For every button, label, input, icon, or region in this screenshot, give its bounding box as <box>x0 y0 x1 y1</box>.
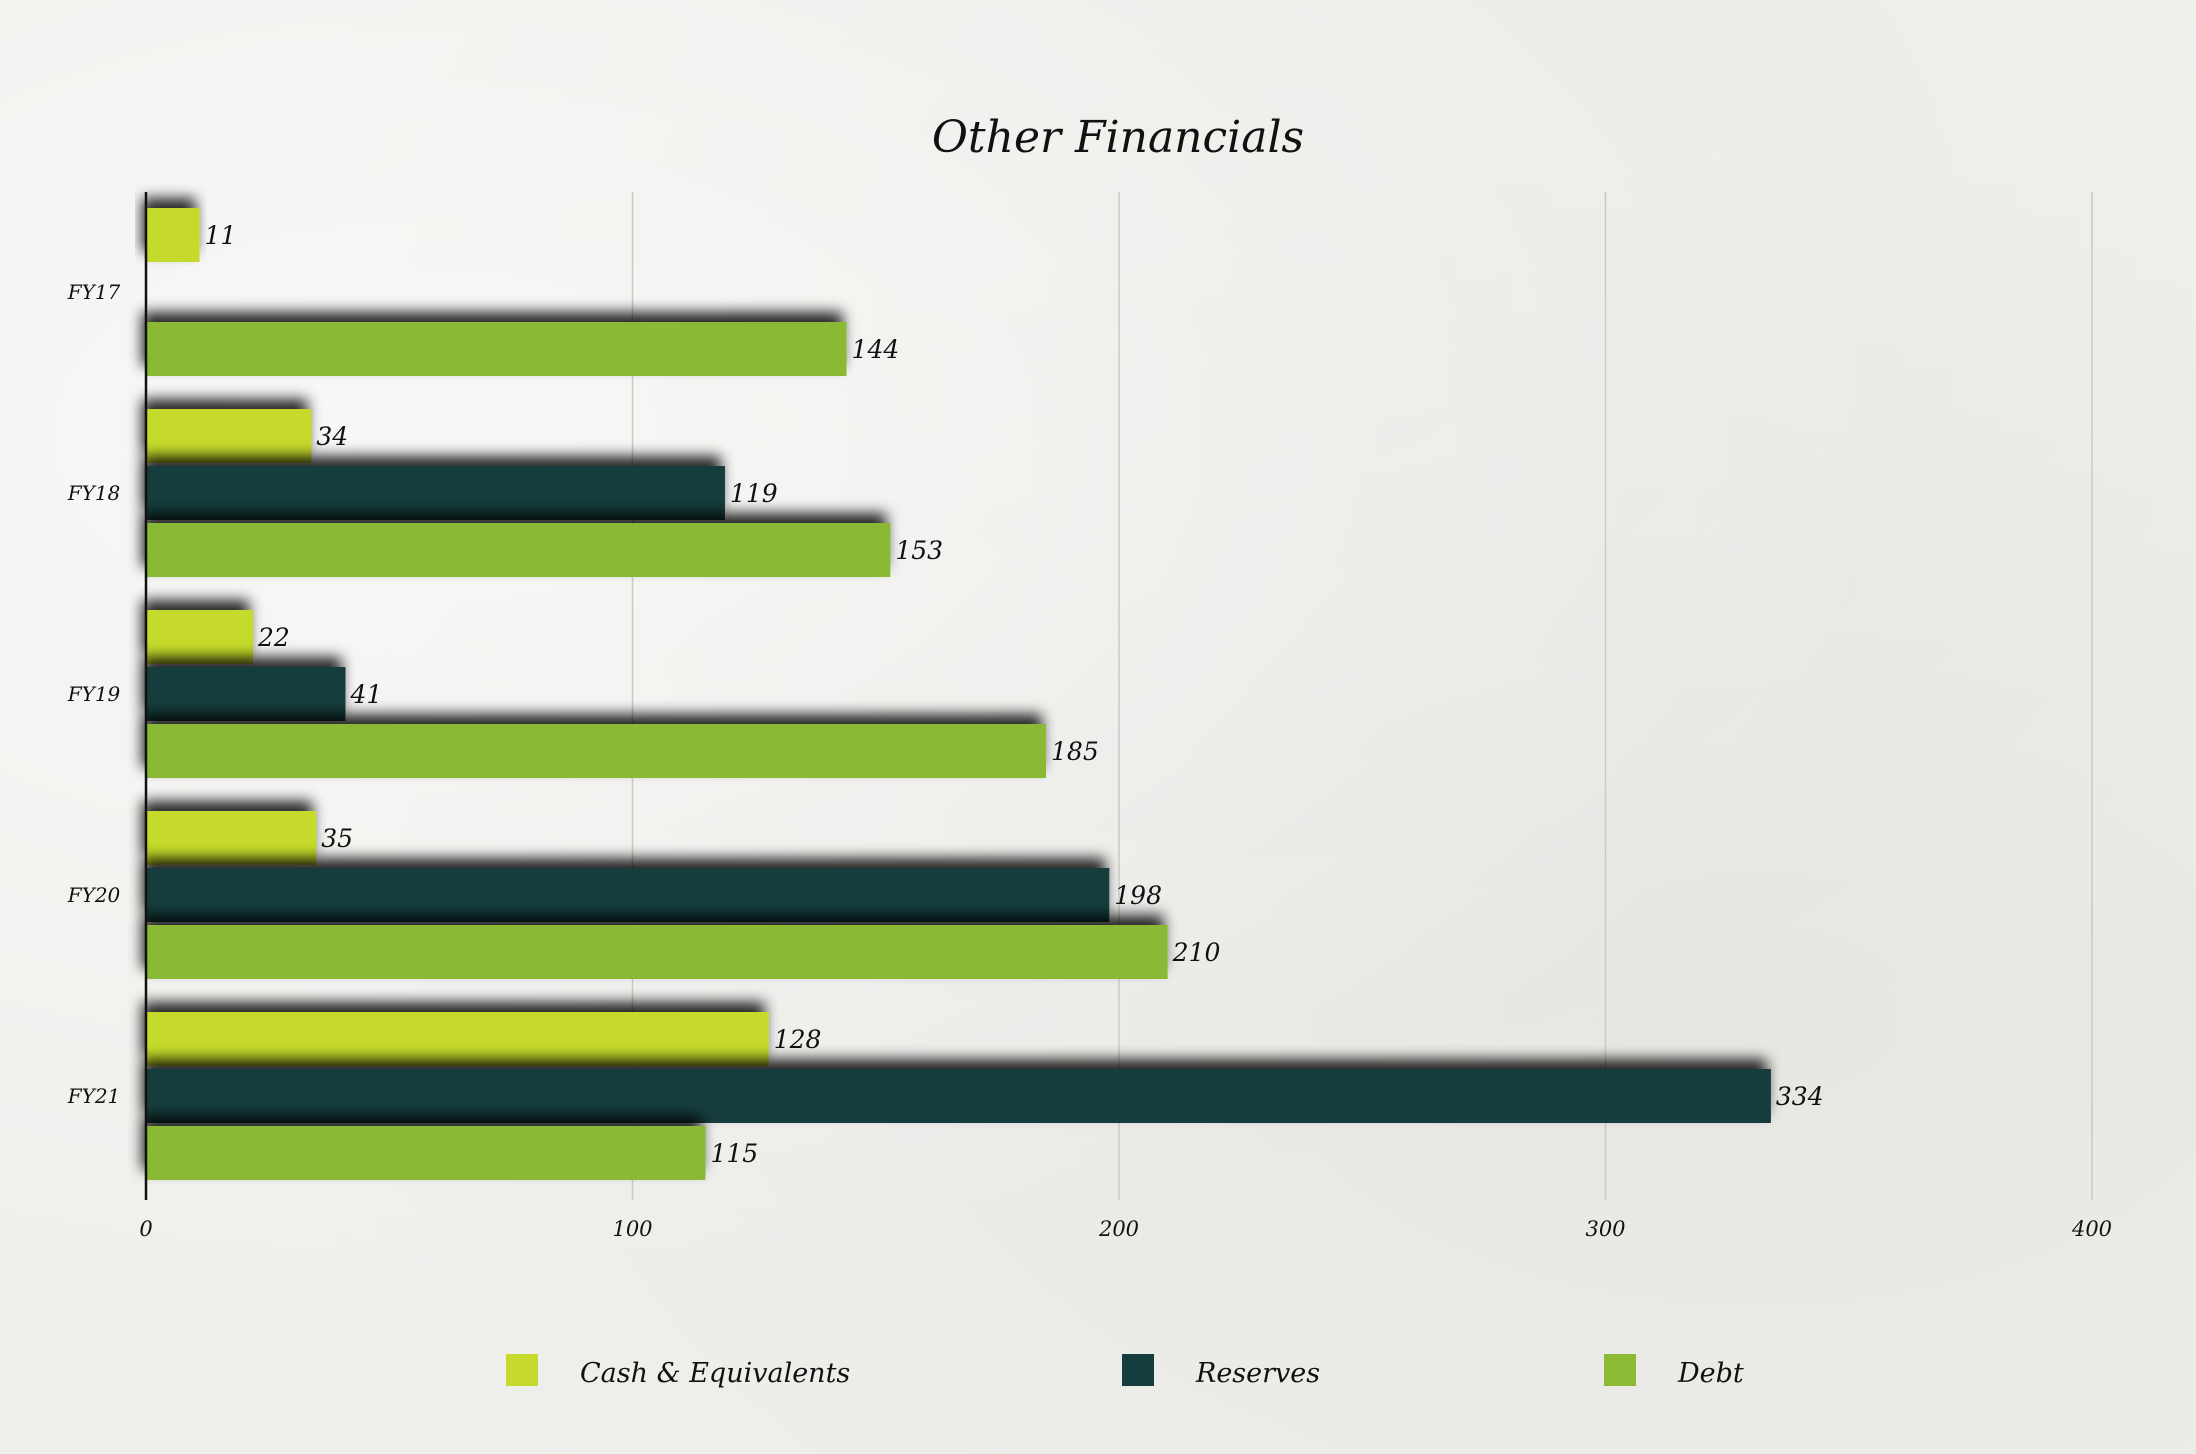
data-label-FY20-reserves: 198 <box>1114 881 1162 910</box>
bar-FY18-debt <box>146 523 891 577</box>
category-label-FY19: FY19 <box>67 682 121 706</box>
data-label-FY17-debt: 144 <box>852 335 900 364</box>
legend: Cash & Equivalents Reserves Debt <box>506 1354 1744 1389</box>
data-label-FY19-debt: 185 <box>1051 737 1099 766</box>
data-label-FY18-reserves: 119 <box>730 479 778 508</box>
bar-FY17-cash-equivalents <box>146 208 200 262</box>
bars <box>146 208 1771 1180</box>
bar-FY20-reserves <box>146 868 1110 922</box>
category-label-FY18: FY18 <box>67 481 121 505</box>
bar-FY19-reserves <box>146 667 346 721</box>
category-label-FY20: FY20 <box>67 883 121 907</box>
chart-title: Other Financials <box>932 112 1304 163</box>
legend-label-reserves: Reserves <box>1195 1358 1320 1389</box>
data-label-FY18-cash-equivalents: 34 <box>316 422 348 451</box>
bar-FY18-reserves <box>146 466 725 520</box>
data-label-FY17-cash-equivalents: 11 <box>205 221 237 250</box>
data-label-FY18-debt: 153 <box>895 536 943 565</box>
category-label-FY21: FY21 <box>67 1084 121 1108</box>
x-tick-label-200: 200 <box>1098 1217 1139 1241</box>
category-label-FY17: FY17 <box>67 280 121 304</box>
bar-FY19-cash-equivalents <box>146 610 254 664</box>
bar-FY17-debt <box>146 322 847 376</box>
legend-label-cash-equivalents: Cash & Equivalents <box>580 1358 850 1389</box>
data-label-FY20-debt: 210 <box>1172 938 1221 967</box>
axes: 0 100 200 300 400 FY17 FY18 FY19 FY20 FY21 <box>67 192 2112 1241</box>
data-label-FY20-cash-equivalents: 35 <box>321 824 353 853</box>
x-tick-label-300: 300 <box>1585 1217 1625 1241</box>
x-tick-label-0: 0 <box>139 1217 152 1241</box>
data-label-FY21-debt: 115 <box>710 1139 758 1168</box>
legend-swatch-cash-equivalents <box>506 1354 538 1386</box>
bar-FY21-debt <box>146 1126 706 1180</box>
bar-FY20-debt <box>146 925 1168 979</box>
bar-FY21-cash-equivalents <box>146 1012 769 1066</box>
legend-swatch-reserves <box>1122 1354 1154 1386</box>
bar-FY20-cash-equivalents <box>146 811 317 865</box>
data-label-FY21-reserves: 334 <box>1776 1082 1824 1111</box>
legend-label-debt: Debt <box>1677 1358 1744 1389</box>
x-tick-label-400: 400 <box>2071 1217 2112 1241</box>
bar-FY19-debt <box>146 724 1047 778</box>
legend-swatch-debt <box>1604 1354 1636 1386</box>
data-label-FY19-reserves: 41 <box>349 680 382 709</box>
data-label-FY21-cash-equivalents: 128 <box>774 1025 822 1054</box>
data-label-FY19-cash-equivalents: 22 <box>257 623 290 652</box>
bar-FY21-reserves <box>146 1069 1771 1123</box>
data-labels: 11 144 34 119 153 22 41 185 35 198 210 128 334 115 <box>205 221 1824 1168</box>
bar-FY18-cash-equivalents <box>146 409 312 463</box>
x-tick-label-100: 100 <box>612 1217 652 1241</box>
